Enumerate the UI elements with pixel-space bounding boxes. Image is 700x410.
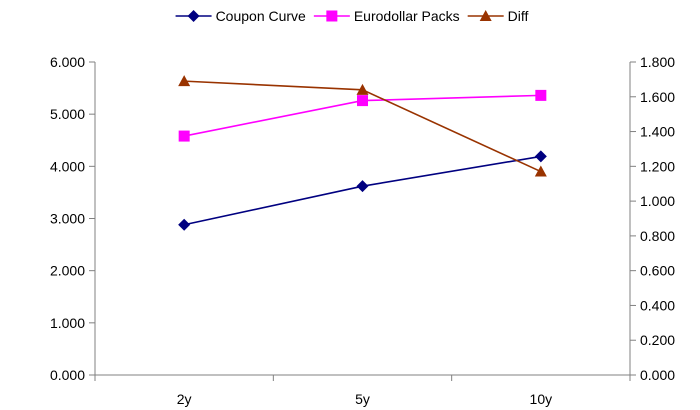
y-left-tick-label: 6.000 xyxy=(50,54,85,70)
y-right-tick-label: 1.000 xyxy=(640,193,675,209)
y-left-tick-label: 2.000 xyxy=(50,263,85,279)
y-right-tick-label: 0.400 xyxy=(640,297,675,313)
y-right-tick-label: 0.800 xyxy=(640,228,675,244)
y-left-tick-label: 0.000 xyxy=(50,367,85,383)
y-left-tick-label: 4.000 xyxy=(50,158,85,174)
y-left-tick-label: 5.000 xyxy=(50,106,85,122)
series-layer xyxy=(178,75,547,231)
legend-marker xyxy=(479,10,492,21)
data-point xyxy=(534,150,547,163)
y-right-tick-label: 1.200 xyxy=(640,158,675,174)
data-point xyxy=(357,95,368,107)
data-point xyxy=(356,83,369,95)
x-tick-label: 2y xyxy=(177,391,192,407)
axes: 0.000 1.000 2.000 3.000 4.000 5.000 6.000 0.000… xyxy=(50,54,675,407)
legend-marker xyxy=(326,10,338,22)
y-right-tick-label: 0.000 xyxy=(640,367,675,383)
legend-label: Coupon Curve xyxy=(216,8,306,24)
x-tick-label: 5y xyxy=(355,391,370,407)
y-left-tick-label: 1.000 xyxy=(50,315,85,331)
data-point xyxy=(534,165,547,177)
data-point xyxy=(356,180,369,193)
legend-label: Diff xyxy=(508,8,529,24)
y-right-tick-label: 1.600 xyxy=(640,89,675,105)
legend: Coupon Curve Eurodollar Packs Diff xyxy=(175,8,529,24)
y-right-tick-label: 0.200 xyxy=(640,332,675,348)
data-point xyxy=(178,218,191,231)
y-right-tick-label: 1.400 xyxy=(640,124,675,140)
x-tick-label: 10y xyxy=(530,391,553,407)
y-right-tick-label: 1.800 xyxy=(640,54,675,70)
y-right-tick-label: 0.600 xyxy=(640,263,675,279)
data-point xyxy=(178,130,190,142)
legend-marker xyxy=(187,10,200,22)
legend-label: Eurodollar Packs xyxy=(354,8,460,24)
y-left-tick-label: 3.000 xyxy=(50,211,85,227)
data-point xyxy=(535,89,547,101)
data-point xyxy=(178,75,191,87)
